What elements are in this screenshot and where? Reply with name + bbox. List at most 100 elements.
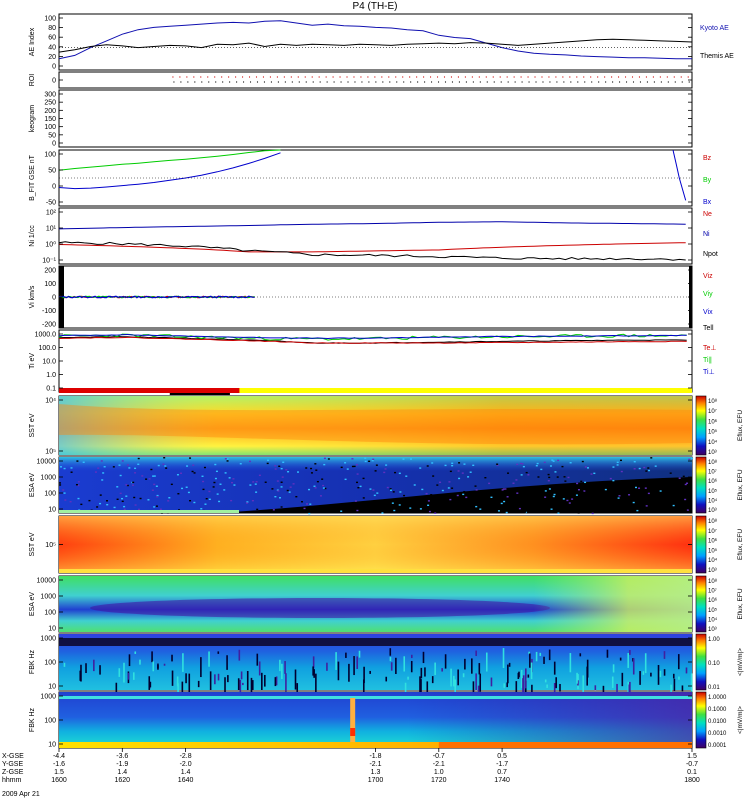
esa-electron-speckle bbox=[556, 476, 559, 478]
roi-dot bbox=[173, 81, 175, 83]
fbk-efield-streak bbox=[611, 676, 614, 688]
time-axis-value: 1.3 bbox=[371, 769, 381, 776]
roi-dot bbox=[666, 76, 668, 78]
esa-electron-speckle bbox=[389, 489, 392, 491]
roi-dot bbox=[368, 81, 370, 83]
roi-dot bbox=[556, 81, 558, 83]
time-axis-row-label: X-GSE bbox=[2, 753, 24, 760]
esa-electron-speckle bbox=[59, 482, 62, 484]
esa-electron-speckle bbox=[346, 468, 349, 470]
esa-electron-speckle bbox=[150, 468, 153, 471]
fbk-bfield-spike bbox=[350, 698, 356, 742]
y-tick-label: 10⁴ bbox=[45, 398, 56, 405]
roi-dot bbox=[632, 81, 635, 83]
esa-electron-speckle bbox=[274, 465, 277, 467]
esa-electron-speckle bbox=[70, 471, 73, 473]
y-tick-label: 50 bbox=[48, 168, 56, 175]
roi-dot bbox=[527, 76, 529, 78]
esa-electron-speckle bbox=[449, 498, 452, 501]
roi-dot bbox=[290, 76, 292, 78]
roi-dot bbox=[332, 76, 334, 78]
fbk-efield-streak bbox=[250, 677, 253, 696]
esa-electron-speckle bbox=[313, 485, 316, 487]
time-axis-value: 1.5 bbox=[687, 753, 697, 760]
esa-electron-speckle bbox=[249, 484, 252, 486]
esa-electron-speckle bbox=[575, 494, 578, 496]
esa-electron-speckle bbox=[80, 503, 83, 506]
colorbar-tick-label: 10⁵ bbox=[708, 547, 718, 554]
esa-electron-speckle bbox=[507, 510, 510, 513]
roi-dot bbox=[680, 76, 682, 78]
y-tick-label: 100 bbox=[44, 281, 56, 288]
time-axis-value: 0.1 bbox=[687, 769, 697, 776]
esa-electron-speckle bbox=[305, 467, 308, 469]
roi-dot bbox=[403, 81, 405, 83]
esa-electron-speckle bbox=[428, 510, 431, 513]
roi-dot bbox=[624, 76, 627, 78]
esa-electron-speckle bbox=[212, 486, 215, 488]
esa-electron-speckle bbox=[618, 495, 621, 497]
time-axis-value: 1640 bbox=[178, 777, 194, 784]
esa-electron-speckle bbox=[228, 477, 231, 479]
y-tick-label: 20 bbox=[48, 54, 56, 61]
esa-electron-speckle bbox=[484, 477, 487, 479]
fbk-efield-streak bbox=[690, 673, 693, 692]
y-tick-label: -100 bbox=[42, 308, 56, 315]
panel-frame-roi bbox=[58, 71, 693, 89]
fbk-efield-top-band bbox=[59, 638, 692, 646]
esa-electron-speckle bbox=[353, 465, 356, 468]
time-axis-value: -0.7 bbox=[433, 753, 445, 760]
esa-electron-speckle bbox=[430, 494, 433, 496]
esa-electron-speckle bbox=[94, 471, 97, 473]
esa-electron-speckle bbox=[203, 466, 206, 469]
esa-electron-speckle bbox=[684, 498, 687, 501]
esa-electron-speckle bbox=[152, 475, 155, 477]
esa-electron-speckle bbox=[116, 486, 119, 488]
roi-dot bbox=[555, 76, 557, 78]
esa-electron-speckle bbox=[534, 500, 537, 503]
fbk-efield-streak bbox=[464, 658, 466, 670]
esa-electron-speckle bbox=[200, 508, 203, 510]
esa-electron-speckle bbox=[427, 504, 430, 506]
esa-electron-speckle bbox=[543, 461, 546, 464]
esa-electron-speckle bbox=[186, 465, 189, 467]
roi-dot bbox=[194, 81, 196, 83]
roi-dot bbox=[262, 76, 265, 78]
fbk-efield-streak bbox=[507, 664, 509, 684]
esa-electron-speckle bbox=[506, 496, 509, 498]
esa-electron-speckle bbox=[616, 461, 619, 464]
esa-electron-speckle bbox=[441, 489, 444, 492]
esa-electron-speckle bbox=[647, 492, 650, 495]
esa-electron-speckle bbox=[340, 510, 343, 512]
esa-electron-speckle bbox=[280, 486, 283, 488]
esa-electron-speckle bbox=[296, 471, 299, 473]
fbk-efield-streak bbox=[188, 673, 191, 694]
esa-electron-speckle bbox=[564, 480, 567, 482]
time-axis-value: -2.1 bbox=[433, 761, 445, 768]
esa-electron-speckle bbox=[246, 501, 249, 503]
esa-electron-speckle bbox=[134, 472, 137, 474]
esa-electron-speckle bbox=[300, 501, 303, 503]
y-tick-label: 10 bbox=[48, 507, 56, 514]
esa-electron-speckle bbox=[554, 471, 557, 473]
esa-electron-speckle bbox=[133, 496, 136, 499]
esa-electron-speckle bbox=[276, 480, 279, 482]
esa-electron-speckle bbox=[457, 470, 460, 472]
fbk-efield-streak bbox=[475, 673, 477, 691]
fbk-efield-streak bbox=[475, 650, 477, 656]
ae-line-0 bbox=[58, 20, 692, 60]
roi-dot bbox=[423, 76, 425, 78]
y-tick-label: 100 bbox=[44, 124, 56, 131]
fbk-efield-streak bbox=[670, 684, 672, 696]
fbk-efield-streak bbox=[453, 675, 455, 687]
fbk-efield-streak bbox=[629, 681, 631, 699]
esa-electron-speckle bbox=[552, 495, 555, 498]
esa-electron-speckle bbox=[319, 495, 322, 497]
fbk-efield-streak bbox=[313, 669, 315, 678]
colorbar-tick-label: 10⁵ bbox=[708, 607, 718, 614]
roi-dot bbox=[241, 76, 244, 78]
esa-electron-speckle bbox=[562, 489, 565, 491]
esa-electron-speckle bbox=[163, 457, 166, 459]
esa-electron-speckle bbox=[392, 500, 395, 502]
